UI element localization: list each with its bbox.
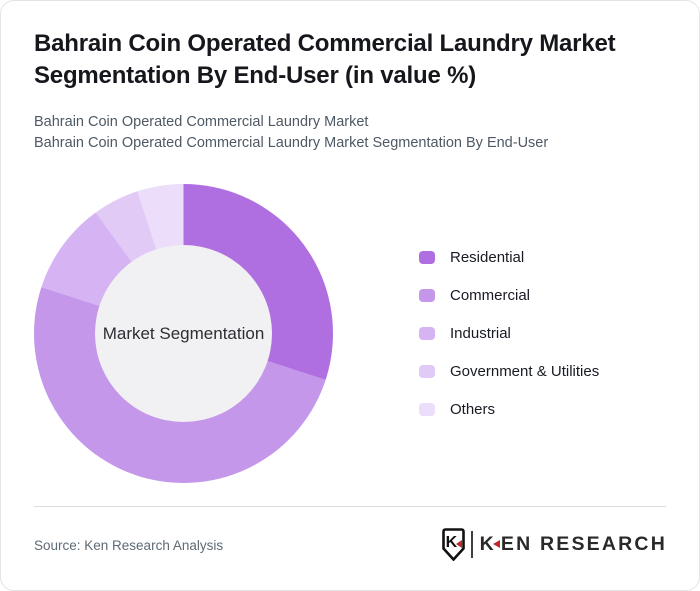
page-title: Bahrain Coin Operated Commercial Laundry… <box>34 30 616 89</box>
chart-subtitles: Bahrain Coin Operated Commercial Laundry… <box>34 112 674 154</box>
legend-swatch-icon <box>419 364 435 378</box>
legend-item-others: Others <box>419 390 599 428</box>
legend-swatch-icon <box>419 288 435 302</box>
ken-research-logo: K K EN RESEARCH <box>441 527 667 561</box>
footer-divider <box>34 506 666 507</box>
wordmark-k: K <box>479 532 496 555</box>
legend-item-government-utilities: Government & Utilities <box>419 352 599 390</box>
red-wedge-icon <box>492 540 500 548</box>
donut-center: Market Segmentation <box>95 245 272 422</box>
wordmark-rest: EN RESEARCH <box>500 532 667 555</box>
legend-item-commercial: Commercial <box>419 276 599 314</box>
legend-swatch-icon <box>419 402 435 416</box>
subtitle-line-2: Bahrain Coin Operated Commercial Laundry… <box>34 135 549 151</box>
logo-divider-bar <box>470 530 473 558</box>
chart-legend: Residential Commercial Industrial Governmen… <box>419 238 599 428</box>
legend-label: Residential <box>450 248 525 266</box>
legend-swatch-icon <box>419 326 435 340</box>
logo-wordmark: K EN RESEARCH <box>480 533 667 556</box>
logo-shield-icon: K <box>441 527 465 561</box>
legend-item-industrial: Industrial <box>419 314 599 352</box>
donut-center-label: Market Segmentation <box>102 323 265 343</box>
source-note: Source: Ken Research Analysis <box>34 538 224 553</box>
red-wedge-icon <box>455 539 462 548</box>
donut-chart: Market Segmentation <box>34 184 333 483</box>
legend-label: Industrial <box>450 324 511 342</box>
logo-emblem-letter: K <box>445 533 458 551</box>
legend-swatch-icon <box>419 250 435 264</box>
legend-item-residential: Residential <box>419 238 599 276</box>
legend-label: Others <box>450 400 496 418</box>
legend-label: Government & Utilities <box>450 362 600 380</box>
legend-label: Commercial <box>450 286 531 304</box>
subtitle-line-1: Bahrain Coin Operated Commercial Laundry… <box>34 114 369 130</box>
